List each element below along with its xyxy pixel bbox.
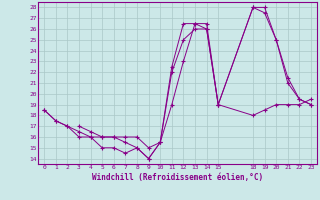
X-axis label: Windchill (Refroidissement éolien,°C): Windchill (Refroidissement éolien,°C) bbox=[92, 173, 263, 182]
